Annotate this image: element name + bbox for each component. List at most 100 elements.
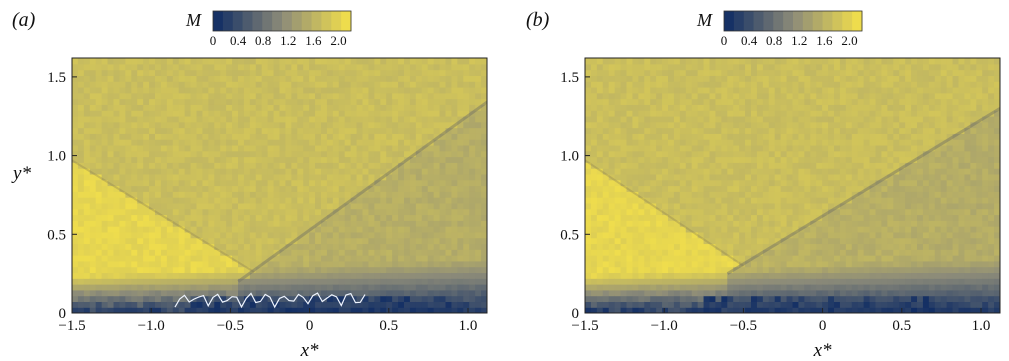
mach-cell: [309, 144, 316, 152]
mach-cell: [810, 266, 817, 274]
mach-cell: [279, 81, 287, 88]
mach-cell: [721, 289, 728, 297]
mach-cell: [745, 173, 752, 181]
mach-cell: [273, 208, 281, 216]
mach-cell: [113, 75, 121, 82]
mach-cell: [451, 185, 458, 192]
mach-cell: [356, 179, 364, 187]
mach-cell: [321, 86, 328, 94]
mach-cell: [309, 173, 316, 181]
mach-cell: [439, 139, 447, 146]
mach-cell: [721, 260, 728, 268]
mach-cell: [834, 214, 841, 221]
mach-cell: [220, 226, 227, 233]
mach-cell: [196, 86, 204, 94]
mach-cell: [143, 272, 150, 279]
mach-cell: [780, 156, 788, 163]
mach-cell: [72, 69, 79, 76]
mach-cell: [160, 260, 168, 268]
x-tick-label: −1.0: [138, 318, 165, 334]
mach-cell: [279, 156, 287, 163]
mach-cell: [249, 133, 257, 140]
mach-cell: [828, 231, 835, 239]
mach-cell: [202, 197, 209, 204]
mach-cell: [297, 226, 304, 233]
mach-cell: [321, 110, 328, 117]
mach-cell: [439, 220, 447, 227]
mach-cell: [380, 81, 387, 88]
mach-cell: [816, 156, 823, 163]
mach-cell: [321, 243, 328, 250]
mach-cell: [101, 220, 109, 227]
mach-cell: [303, 58, 310, 65]
mach-cell: [644, 58, 651, 65]
mach-cell: [656, 191, 663, 198]
mach-cell: [101, 115, 109, 123]
mach-cell: [409, 168, 417, 175]
mach-cell: [125, 144, 132, 152]
mach-cell: [101, 75, 109, 82]
mach-cell: [321, 202, 328, 210]
mach-cell: [137, 231, 144, 239]
mach-cell: [745, 284, 752, 291]
mach-cell: [232, 266, 239, 274]
mach-cell: [149, 63, 156, 71]
mach-cell: [326, 191, 334, 198]
mach-cell: [101, 295, 109, 303]
mach-cell: [469, 289, 476, 297]
mach-cell: [125, 231, 132, 239]
mach-cell: [326, 139, 334, 146]
mach-cell: [685, 110, 693, 117]
mach-cell: [338, 156, 346, 163]
mach-cell: [255, 278, 263, 285]
mach-cell: [774, 266, 782, 274]
mach-cell: [697, 139, 705, 146]
mach-cell: [350, 307, 358, 313]
mach-cell: [798, 202, 805, 210]
mach-cell: [267, 301, 275, 308]
mach-cell: [427, 243, 435, 250]
mach-cell: [475, 75, 482, 82]
mach-cell: [321, 162, 328, 169]
mach-cell: [481, 63, 487, 71]
mach-cell: [585, 284, 592, 291]
mach-cell: [644, 249, 651, 256]
mach-cell: [238, 226, 245, 233]
mach-cell: [727, 266, 734, 274]
mach-cell: [249, 179, 257, 187]
mach-cell: [691, 191, 699, 198]
mach-cell: [409, 162, 417, 169]
mach-cell: [626, 133, 634, 140]
mach-cell: [190, 150, 198, 158]
mach-cell: [226, 185, 233, 192]
mach-cell: [238, 260, 245, 268]
mach-cell: [786, 121, 794, 129]
mach-cell: [356, 144, 364, 152]
mach-cell: [178, 255, 186, 262]
mach-cell: [273, 127, 281, 134]
mach-cell: [220, 278, 227, 285]
mach-cell: [374, 98, 381, 105]
mach-cell: [668, 208, 675, 216]
mach-cell: [632, 115, 639, 123]
mach-cell: [768, 278, 776, 285]
mach-cell: [190, 92, 198, 100]
mach-cell: [178, 284, 186, 291]
mach-cell: [196, 243, 204, 250]
mach-cell: [261, 92, 269, 100]
mach-cell: [77, 150, 85, 158]
mach-cell: [155, 173, 162, 181]
mach-cell: [220, 144, 227, 152]
mach-cell: [350, 284, 358, 291]
mach-cell: [273, 185, 281, 192]
mach-cell: [673, 197, 681, 204]
mach-cell: [291, 162, 298, 169]
mach-cell: [232, 202, 239, 210]
mach-cell: [232, 260, 239, 268]
mach-cell: [709, 115, 717, 123]
mach-cell: [409, 179, 417, 187]
mach-cell: [691, 110, 699, 117]
mach-cell: [691, 144, 699, 152]
mach-cell: [83, 150, 91, 158]
mach-cell: [83, 249, 91, 256]
